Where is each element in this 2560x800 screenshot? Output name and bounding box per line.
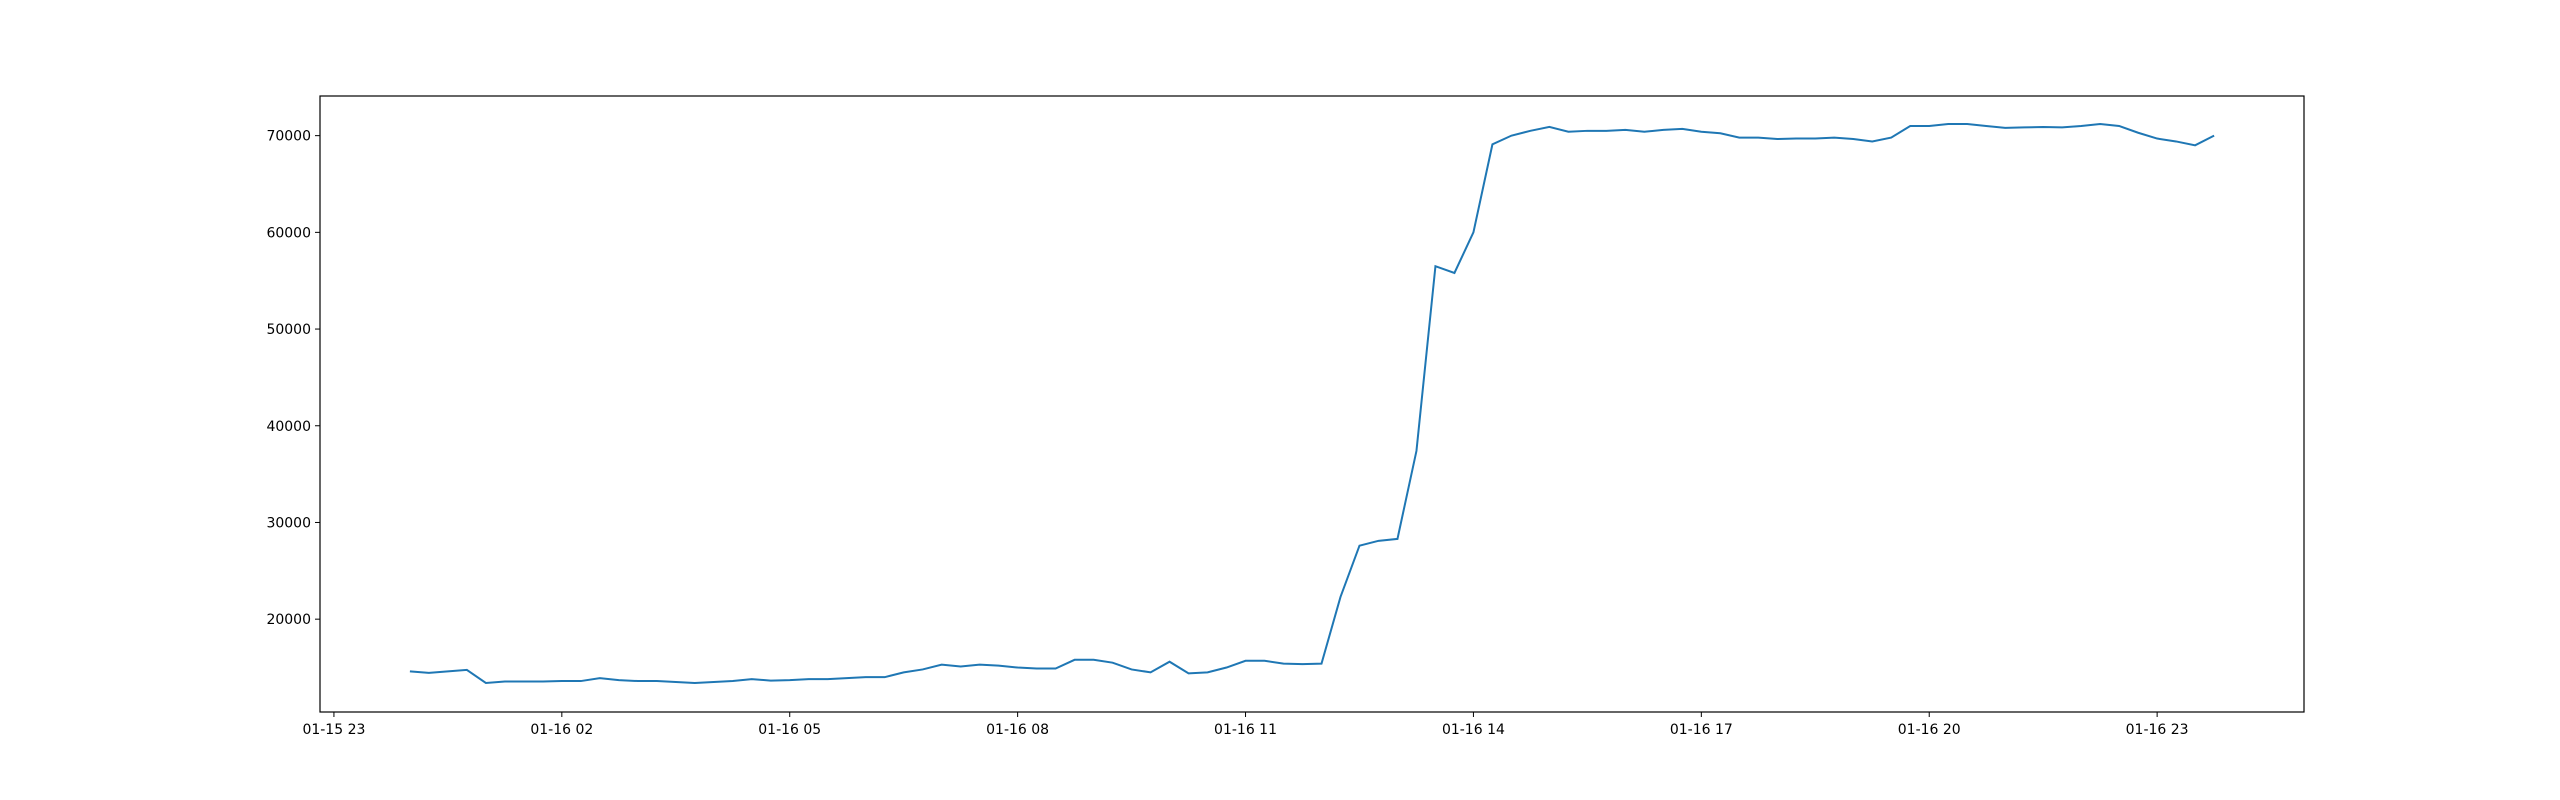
x-tick-label: 01-16 23 bbox=[2126, 722, 2189, 738]
y-tick-label: 40000 bbox=[266, 419, 311, 435]
x-tick-label: 01-15 23 bbox=[302, 722, 365, 738]
plot-frame bbox=[319, 95, 2305, 713]
x-tick-label: 01-16 20 bbox=[1898, 722, 1961, 738]
line-series bbox=[409, 123, 2215, 685]
x-tick-label: 01-16 08 bbox=[986, 722, 1049, 738]
y-tick-label: 30000 bbox=[266, 515, 311, 531]
y-tick-label: 20000 bbox=[266, 612, 311, 628]
x-tick-label: 01-16 14 bbox=[1442, 722, 1505, 738]
x-tick-label: 01-16 11 bbox=[1214, 722, 1277, 738]
y-tick-label: 60000 bbox=[266, 225, 311, 241]
y-tick-label: 50000 bbox=[266, 322, 311, 338]
x-tick-label: 01-16 05 bbox=[758, 722, 821, 738]
y-tick-label: 70000 bbox=[266, 129, 311, 145]
x-tick-label: 01-16 17 bbox=[1670, 722, 1733, 738]
x-tick-label: 01-16 02 bbox=[530, 722, 593, 738]
